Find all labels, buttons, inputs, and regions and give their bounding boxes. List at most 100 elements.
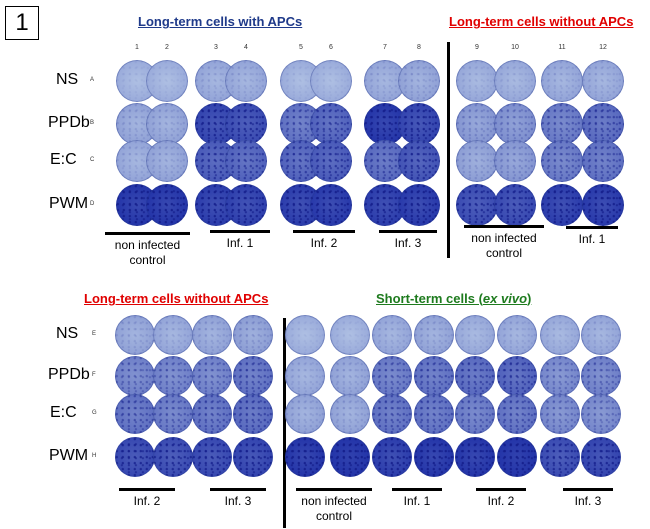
group-bar: [119, 488, 175, 491]
group-label-line: Inf. 3: [394, 236, 422, 250]
well-b6: [310, 103, 352, 145]
well-g8: [414, 394, 454, 434]
well-b10: [494, 103, 536, 145]
group-bar: [293, 230, 355, 233]
top-divider: [447, 42, 450, 258]
well-a12: [582, 60, 624, 102]
well-g4: [233, 394, 273, 434]
well-f7: [372, 356, 412, 396]
row-letter: E: [92, 331, 97, 337]
well-c4: [225, 140, 267, 182]
top-header-with-apcs: Long-term cells with APCs: [138, 14, 303, 29]
row-label-pwm: PWM: [49, 195, 89, 212]
group-bar: [210, 488, 266, 491]
well-g3: [192, 394, 232, 434]
column-number: 12: [599, 44, 607, 51]
group-label-line: Inf. 2: [133, 494, 161, 508]
bottom-header-italic: ex vivo: [482, 291, 528, 306]
well-c8: [398, 140, 440, 182]
well-d12: [582, 184, 624, 226]
well-h12: [581, 437, 621, 477]
well-e6: [330, 315, 370, 355]
column-number: 3: [214, 44, 218, 51]
group-label: Inf. 2: [476, 494, 526, 509]
well-c10: [494, 140, 536, 182]
well-d8: [398, 184, 440, 226]
well-e2: [153, 315, 193, 355]
well-f4: [233, 356, 273, 396]
well-d10: [494, 184, 536, 226]
well-h2: [153, 437, 193, 477]
well-f1: [115, 356, 155, 396]
well-h5: [285, 437, 325, 477]
group-label: non infected control: [296, 494, 372, 524]
row-letter: B: [90, 120, 95, 126]
well-f6: [330, 356, 370, 396]
well-e1: [115, 315, 155, 355]
well-g9: [455, 394, 495, 434]
group-label: Inf. 3: [210, 494, 266, 509]
group-bar: [210, 230, 270, 233]
well-a6: [310, 60, 352, 102]
well-g6: [330, 394, 370, 434]
well-g7: [372, 394, 412, 434]
group-label: non infected control: [105, 238, 190, 268]
group-label-line: non infected: [471, 231, 537, 245]
well-e12: [581, 315, 621, 355]
well-h9: [455, 437, 495, 477]
well-h10: [497, 437, 537, 477]
row-label-ppdb: PPDb: [48, 114, 90, 131]
well-d9: [456, 184, 498, 226]
well-e4: [233, 315, 273, 355]
well-e5: [285, 315, 325, 355]
well-f5: [285, 356, 325, 396]
well-e7: [372, 315, 412, 355]
row-letter: G: [92, 410, 97, 416]
row-label-ec: E:C: [50, 404, 77, 421]
row-letter: H: [92, 453, 97, 459]
well-c9: [456, 140, 498, 182]
group-label: Inf. 1: [566, 232, 618, 247]
well-h11: [540, 437, 580, 477]
panel-number: 1: [5, 6, 39, 40]
well-f10: [497, 356, 537, 396]
group-label-line: Inf. 1: [226, 236, 254, 250]
well-a4: [225, 60, 267, 102]
well-g12: [581, 394, 621, 434]
bottom-header-suffix: ): [527, 291, 532, 306]
group-label-line: Inf. 1: [578, 232, 606, 246]
top-header-without-apcs: Long-term cells without APCs: [449, 14, 634, 29]
well-g10: [497, 394, 537, 434]
group-label-line: Inf. 3: [224, 494, 252, 508]
bottom-divider: [283, 318, 286, 528]
row-letter: C: [90, 157, 95, 163]
well-b4: [225, 103, 267, 145]
well-f2: [153, 356, 193, 396]
well-a11: [541, 60, 583, 102]
well-d2: [146, 184, 188, 226]
group-label-line: Inf. 2: [487, 494, 515, 508]
well-c12: [582, 140, 624, 182]
group-bar: [464, 225, 544, 228]
group-label-line: control: [315, 509, 353, 523]
well-g5: [285, 394, 325, 434]
group-label: Inf. 1: [392, 494, 442, 509]
well-b2: [146, 103, 188, 145]
group-bar: [296, 488, 372, 491]
well-e11: [540, 315, 580, 355]
group-label-line: Inf. 3: [574, 494, 602, 508]
row-label-ns: NS: [56, 325, 79, 342]
well-c11: [541, 140, 583, 182]
well-h3: [192, 437, 232, 477]
group-label-line: Inf. 2: [310, 236, 338, 250]
well-g1: [115, 394, 155, 434]
group-bar: [566, 226, 618, 229]
well-h6: [330, 437, 370, 477]
group-bar: [476, 488, 526, 491]
well-a10: [494, 60, 536, 102]
well-h7: [372, 437, 412, 477]
group-bar: [105, 232, 190, 235]
row-label-ns: NS: [56, 71, 79, 88]
well-h4: [233, 437, 273, 477]
column-number: 8: [417, 44, 421, 51]
